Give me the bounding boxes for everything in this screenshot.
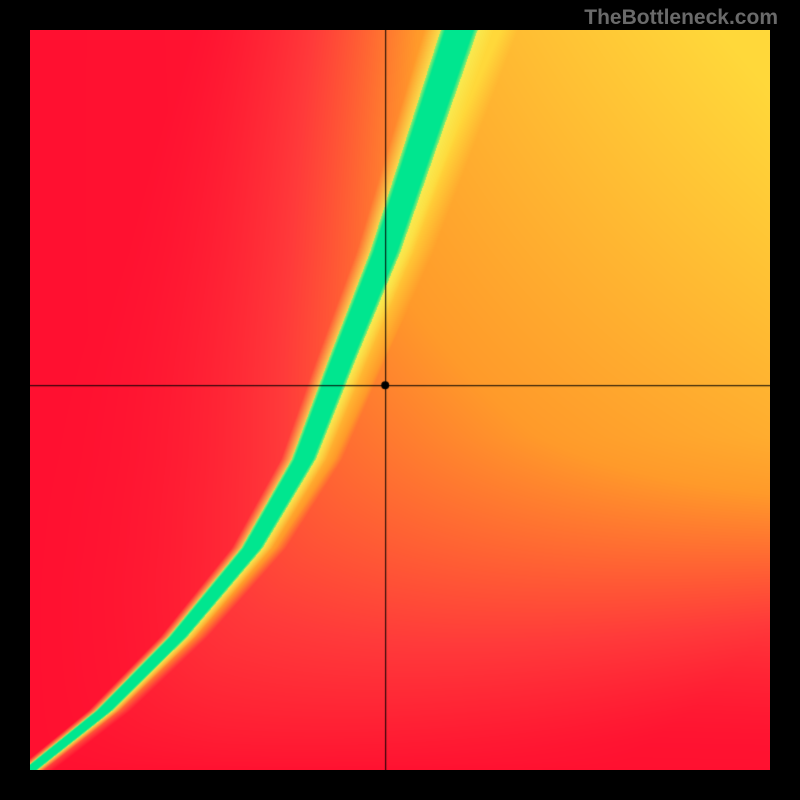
attribution-text: TheBottleneck.com bbox=[584, 6, 778, 30]
heatmap-canvas bbox=[30, 30, 770, 770]
chart-container: TheBottleneck.com bbox=[0, 0, 800, 800]
plot-area bbox=[30, 30, 770, 770]
